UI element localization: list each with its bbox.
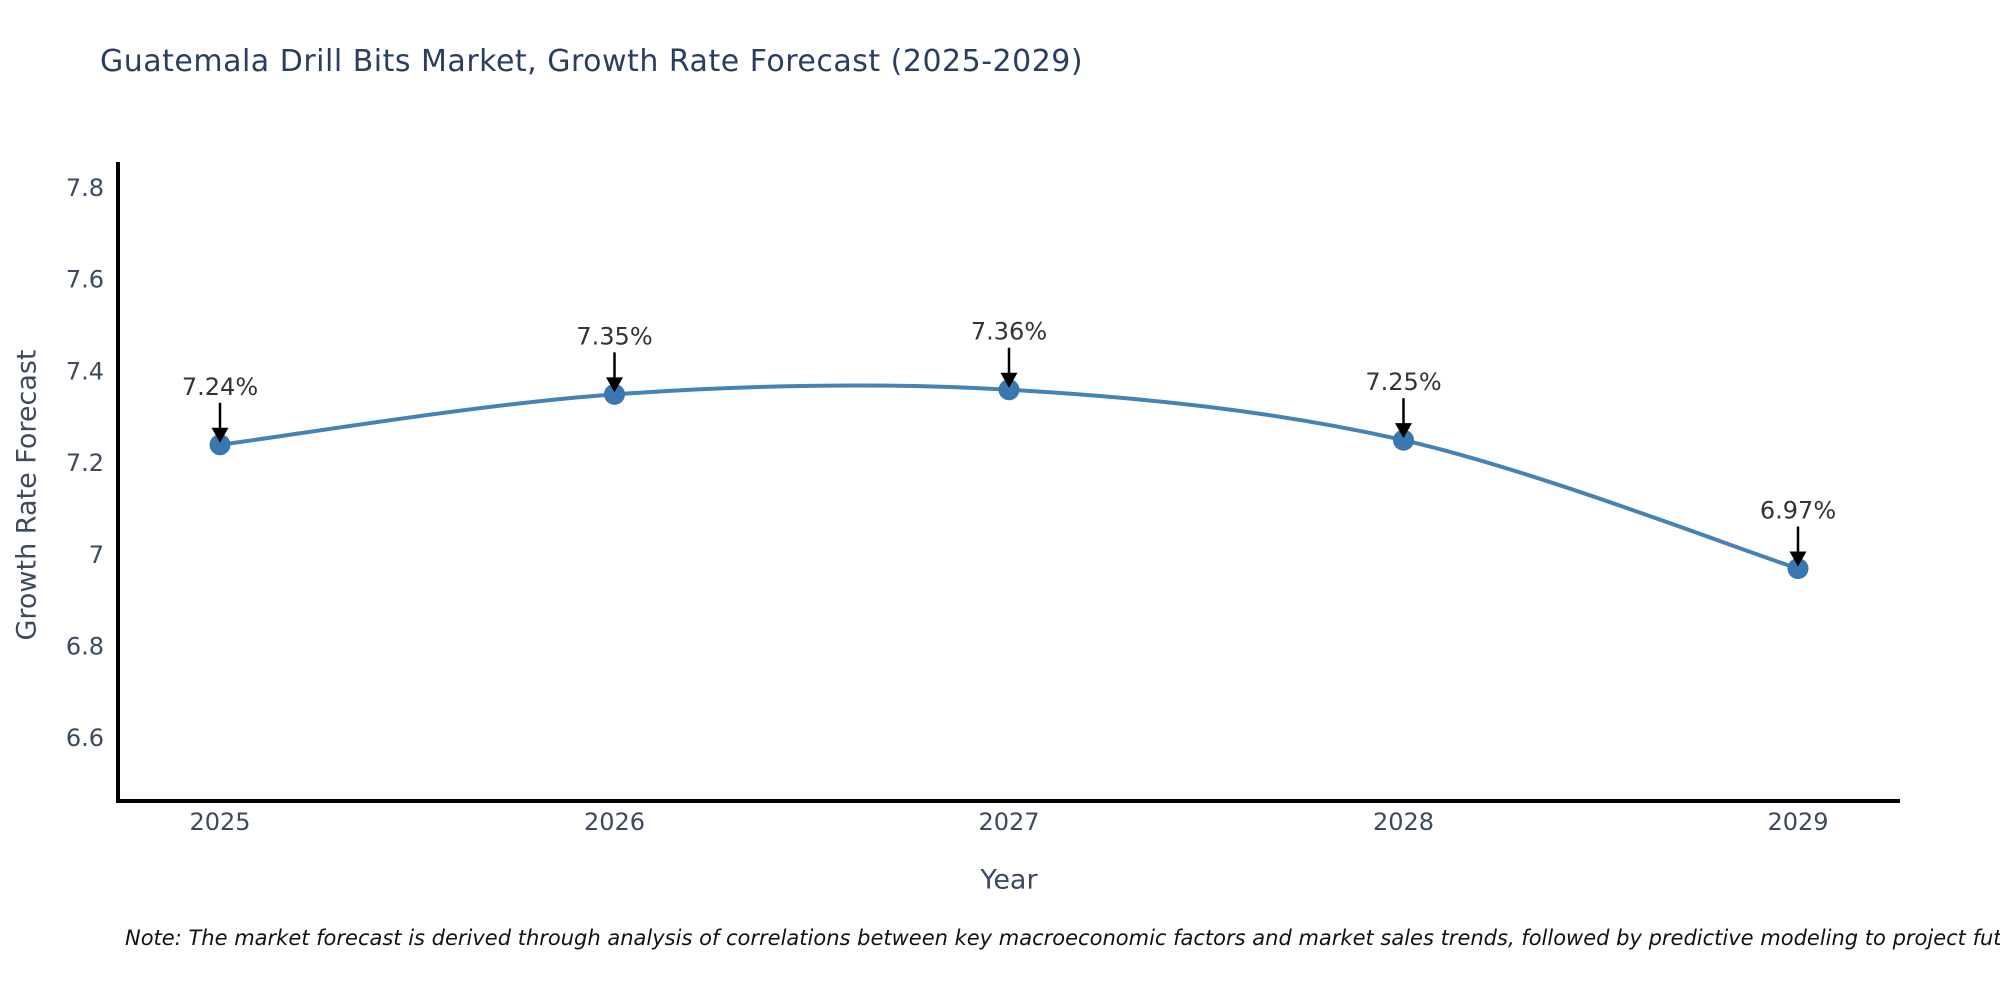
annotation-arrowhead (211, 427, 229, 443)
y-tick-label: 7.4 (66, 357, 104, 385)
annotation-label: 6.97% (1760, 497, 1836, 525)
annotation-label: 7.35% (576, 322, 652, 350)
annotation-label: 7.36% (971, 318, 1047, 346)
y-tick-label: 6.6 (66, 724, 104, 752)
x-axis-title: Year (980, 864, 1038, 896)
x-tick-label: 2026 (584, 808, 645, 836)
y-tick-label: 7.6 (66, 266, 104, 294)
x-tick-label: 2027 (978, 808, 1039, 836)
y-tick-label: 6.8 (66, 633, 104, 661)
annotation-arrowhead (1789, 551, 1807, 567)
y-axis-title: Growth Rate Forecast (11, 349, 43, 641)
y-tick-label: 7 (89, 541, 104, 569)
x-tick-label: 2029 (1767, 808, 1828, 836)
annotation-label: 7.25% (1365, 368, 1441, 396)
annotation-arrowhead (1000, 372, 1018, 388)
annotation-arrowhead (1395, 423, 1412, 439)
x-tick-label: 2028 (1373, 808, 1434, 836)
data-point-marker (1787, 558, 1809, 580)
series-line (218, 383, 1800, 571)
data-point-marker (209, 434, 231, 456)
data-point-marker (1393, 429, 1414, 451)
chart-title: Guatemala Drill Bits Market, Growth Rate… (100, 44, 1084, 79)
x-tick-label: 2025 (189, 808, 250, 836)
y-tick-label: 7.2 (66, 449, 104, 477)
y-tick-label: 7.8 (66, 174, 104, 202)
footnote: Note: The market forecast is derived thr… (125, 926, 2000, 950)
data-point-marker (998, 379, 1020, 401)
annotation-arrowhead (606, 377, 623, 393)
annotation-label: 7.24% (182, 373, 258, 401)
data-point-marker (604, 383, 625, 405)
